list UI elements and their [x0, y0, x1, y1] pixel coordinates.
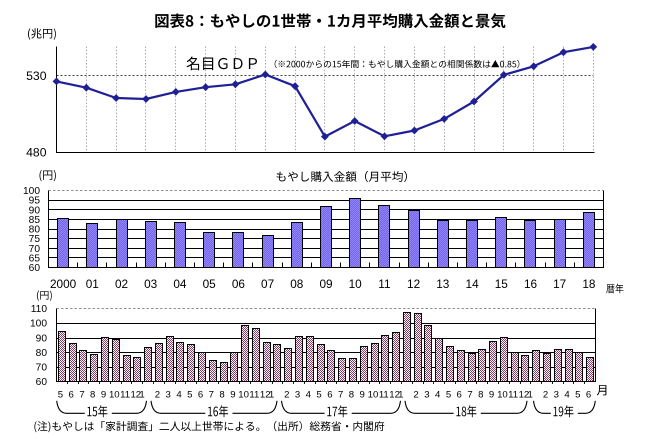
svg-text:3: 3	[554, 389, 559, 400]
svg-text:11: 11	[379, 389, 389, 400]
svg-text:14: 14	[466, 277, 480, 291]
svg-text:80: 80	[29, 225, 41, 236]
svg-text:09: 09	[319, 277, 332, 291]
svg-text:7: 7	[338, 389, 343, 400]
svg-text:100: 100	[30, 319, 47, 330]
svg-text:6: 6	[69, 389, 74, 400]
svg-text:9: 9	[489, 389, 494, 400]
svg-text:1: 1	[398, 389, 403, 400]
svg-text:15: 15	[495, 277, 509, 291]
svg-text:2: 2	[413, 389, 418, 400]
svg-text:07: 07	[261, 277, 274, 291]
svg-text:08: 08	[290, 277, 304, 291]
svg-text:65: 65	[29, 254, 41, 265]
svg-text:18: 18	[582, 277, 596, 291]
svg-text:75: 75	[29, 234, 41, 245]
svg-text:90: 90	[36, 333, 48, 344]
svg-text:11: 11	[249, 389, 259, 400]
svg-text:1: 1	[269, 389, 274, 400]
svg-text:8: 8	[349, 389, 354, 400]
svg-text:9: 9	[101, 389, 106, 400]
svg-text:12: 12	[260, 389, 271, 400]
svg-text:10: 10	[109, 389, 120, 400]
svg-text:6: 6	[198, 389, 203, 400]
svg-text:11: 11	[508, 389, 518, 400]
svg-text:530: 530	[26, 69, 47, 83]
svg-text:05: 05	[203, 277, 217, 291]
svg-text:7: 7	[209, 389, 214, 400]
svg-text:110: 110	[31, 304, 48, 315]
svg-text:480: 480	[26, 146, 47, 160]
svg-text:7: 7	[79, 389, 84, 400]
svg-text:5: 5	[58, 389, 63, 400]
svg-text:4: 4	[435, 389, 441, 400]
svg-text:01: 01	[86, 277, 99, 291]
svg-text:5: 5	[316, 389, 321, 400]
svg-text:5: 5	[446, 389, 451, 400]
svg-text:2: 2	[155, 389, 160, 400]
svg-text:5: 5	[187, 389, 192, 400]
svg-text:1: 1	[139, 389, 144, 400]
svg-text:3: 3	[295, 389, 300, 400]
svg-text:100: 100	[23, 186, 40, 197]
svg-text:2: 2	[284, 389, 289, 400]
svg-text:95: 95	[29, 196, 41, 207]
svg-text:12: 12	[389, 389, 400, 400]
svg-text:70: 70	[29, 244, 41, 255]
svg-text:85: 85	[29, 215, 41, 226]
svg-text:8: 8	[90, 389, 95, 400]
svg-text:12: 12	[519, 389, 530, 400]
svg-text:13: 13	[436, 277, 450, 291]
svg-text:4: 4	[306, 389, 312, 400]
svg-text:12: 12	[130, 389, 141, 400]
svg-text:7: 7	[467, 389, 472, 400]
svg-text:17: 17	[553, 277, 566, 291]
svg-text:8: 8	[219, 389, 224, 400]
svg-text:1: 1	[528, 389, 533, 400]
svg-text:9: 9	[360, 389, 365, 400]
svg-text:12: 12	[407, 277, 420, 291]
svg-text:60: 60	[36, 377, 48, 388]
svg-text:6: 6	[457, 389, 462, 400]
svg-text:2000: 2000	[50, 277, 77, 291]
svg-text:10: 10	[238, 389, 249, 400]
svg-text:11: 11	[120, 389, 130, 400]
svg-text:04: 04	[173, 277, 187, 291]
svg-text:6: 6	[327, 389, 332, 400]
svg-text:4: 4	[564, 389, 570, 400]
svg-text:03: 03	[144, 277, 158, 291]
svg-text:10: 10	[349, 277, 363, 291]
svg-text:02: 02	[115, 277, 128, 291]
svg-text:70: 70	[36, 363, 48, 374]
svg-text:6: 6	[586, 389, 591, 400]
svg-text:5: 5	[575, 389, 580, 400]
svg-text:9: 9	[230, 389, 235, 400]
svg-text:60: 60	[29, 263, 41, 274]
svg-text:10: 10	[368, 389, 379, 400]
svg-text:8: 8	[478, 389, 483, 400]
svg-text:2: 2	[543, 389, 548, 400]
svg-text:06: 06	[232, 277, 246, 291]
svg-text:3: 3	[424, 389, 429, 400]
svg-text:16: 16	[524, 277, 538, 291]
svg-text:80: 80	[36, 348, 48, 359]
svg-text:90: 90	[29, 205, 41, 216]
svg-text:11: 11	[378, 277, 390, 291]
svg-text:4: 4	[176, 389, 182, 400]
svg-text:3: 3	[166, 389, 171, 400]
svg-text:10: 10	[497, 389, 508, 400]
